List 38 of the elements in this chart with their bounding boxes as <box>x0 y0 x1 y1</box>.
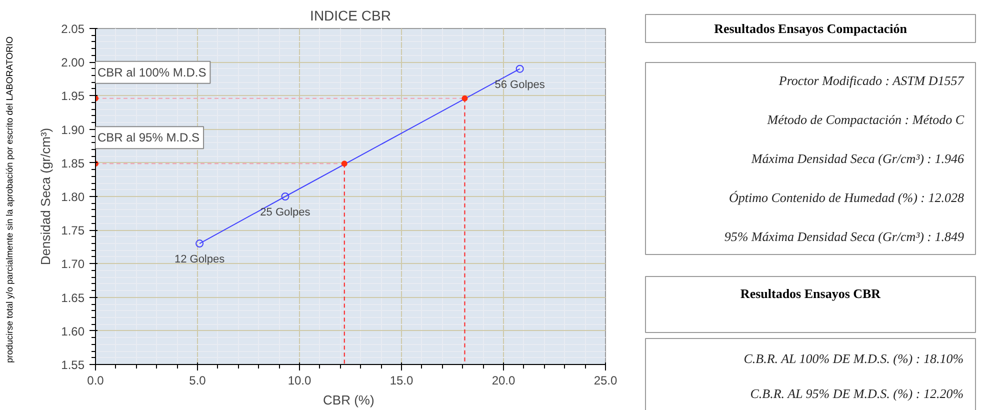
y-tick-label: 1.55 <box>61 358 85 372</box>
text: producirse total y/o parcialmente sin la aprobación por escrito del LABORATORIO <box>4 36 14 363</box>
point <box>281 192 290 200</box>
text: Máxima Densidad Seca (Gr/cm³) : 1.946 <box>750 151 964 166</box>
chart-title: INDICE CBR <box>310 8 391 24</box>
text: C.B.R. AL 95% DE M.D.S. (%) : 12.20% <box>750 386 964 401</box>
text: Resultados Ensayos CBR <box>740 286 882 301</box>
annotation: 25 Golpes <box>260 206 311 218</box>
x-tick-label: 15.0 <box>390 374 414 388</box>
y-axis-title: Densidad Seca (gr/cm³) <box>38 128 54 266</box>
annotation: 56 Golpes <box>494 78 546 91</box>
text: Óptimo Contenido de Humedad (%) : 12.028 <box>728 190 964 205</box>
text: Método de Compactación : Método C <box>766 112 964 127</box>
y-tick-label: 2.05 <box>61 22 85 36</box>
y-tick-label: 1.70 <box>61 257 85 272</box>
x-axis-title: CBR (%) <box>323 392 374 408</box>
y-tick-label: 1.65 <box>61 290 85 305</box>
y-tick-label: 1.85 <box>61 156 85 170</box>
point <box>196 240 204 248</box>
text: C.B.R. AL 100% DE M.D.S. (%) : 18.10% <box>744 351 964 366</box>
y-tick-label: 1.60 <box>61 324 85 338</box>
annotation: CBR al 100% M.D.S <box>98 65 206 80</box>
y-tick-label: 1.95 <box>61 89 85 104</box>
x-tick-label: 5.0 <box>189 374 206 388</box>
x-tick-label: 20.0 <box>492 374 516 388</box>
x-tick-label: 25.0 <box>594 374 618 388</box>
point <box>516 64 524 73</box>
annotation: CBR al 95% M.D.S <box>98 130 200 145</box>
y-tick-label: 1.90 <box>61 122 85 137</box>
y-tick-label: 1.75 <box>61 224 85 238</box>
text: 95% Máxima Densidad Seca (Gr/cm³) : 1.849 <box>724 229 964 244</box>
y-tick-label: 1.80 <box>61 190 85 204</box>
text: Resultados Ensayos Compactación <box>714 21 908 36</box>
x-tick-label: 0.0 <box>87 374 104 388</box>
x-tick-label: 10.0 <box>288 374 312 388</box>
annotation: 12 Golpes <box>174 254 226 266</box>
text: Proctor Modificado : ASTM D1557 <box>778 73 964 88</box>
y-tick-label: 2.00 <box>61 56 85 70</box>
